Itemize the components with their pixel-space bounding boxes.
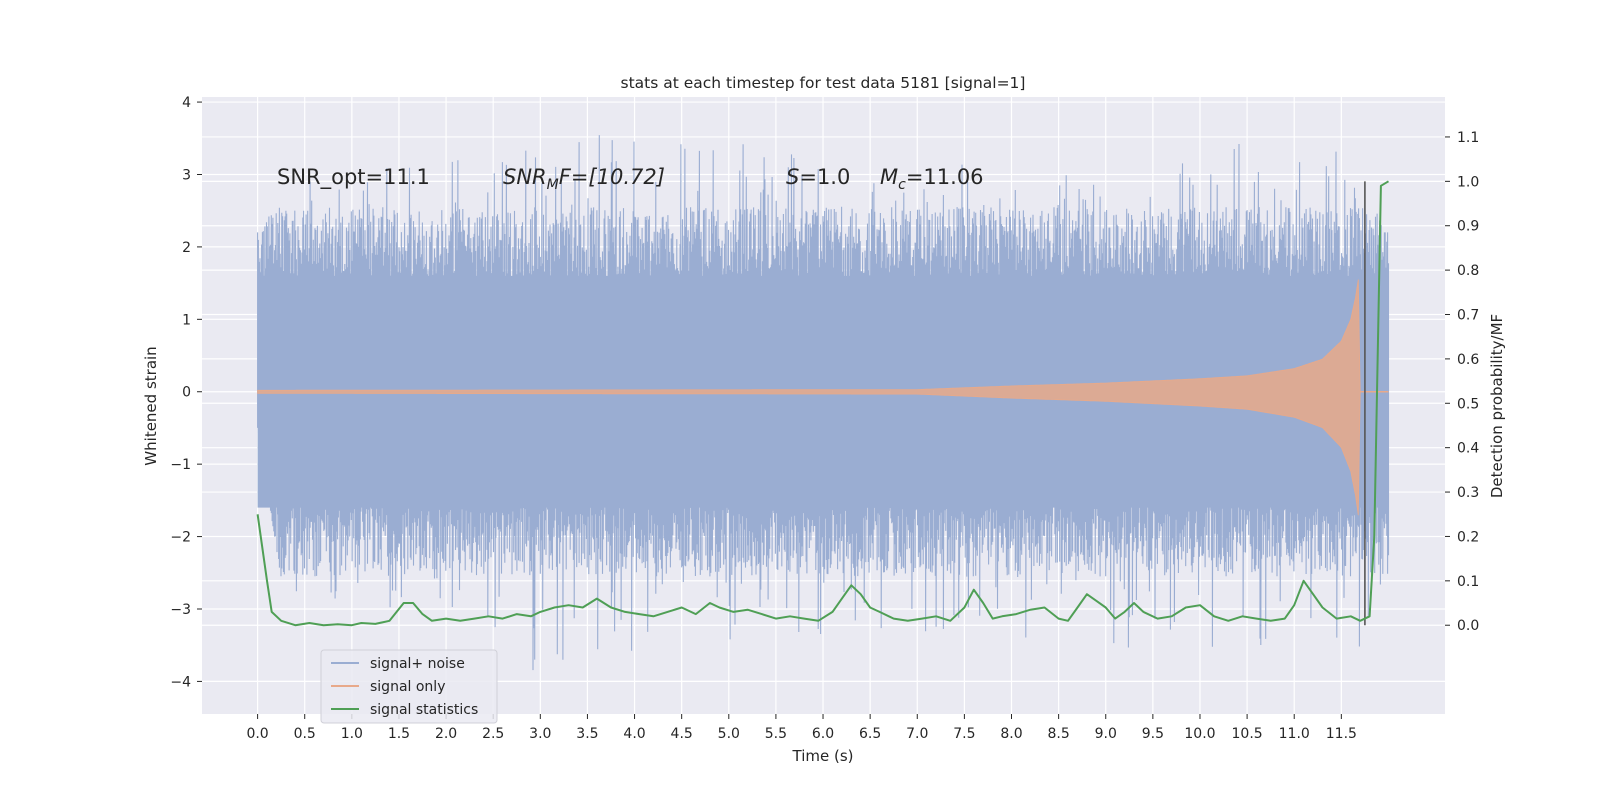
y-tick-label: −1 <box>170 457 191 473</box>
series-signal-only-area <box>257 279 1361 516</box>
x-tick-label: 10.0 <box>1184 726 1215 742</box>
snr-mf-subscript: M <box>547 177 559 193</box>
y-tick-label: 3 <box>182 167 191 183</box>
x-tick-label: 2.5 <box>482 726 504 742</box>
y2-tick-label: 0.7 <box>1457 308 1479 324</box>
x-tick-label: 0.5 <box>294 726 316 742</box>
y-tick-label: 2 <box>182 240 191 256</box>
series-layer <box>256 135 1390 671</box>
ticks: 0.0 0.5 1.0 1.5 2.0 2.5 3.0 3.5 4.0 4.5 5.0 5.5 6.0 6… <box>170 95 1479 742</box>
s-value: =1.0 <box>799 165 850 189</box>
x-tick-label: 8.0 <box>1000 726 1022 742</box>
x-tick-label: 7.0 <box>906 726 928 742</box>
y-tick-label: −4 <box>170 674 191 690</box>
x-tick-label: 3.0 <box>529 726 551 742</box>
x-tick-label: 5.5 <box>765 726 787 742</box>
x-tick-label: 4.5 <box>671 726 693 742</box>
y2-tick-label: 0.5 <box>1457 396 1479 412</box>
y2-tick-label: 0.6 <box>1457 352 1479 368</box>
y2-tick-label: 1.0 <box>1457 174 1479 190</box>
x-tick-label: 2.0 <box>435 726 457 742</box>
s-annotation: S=1.0 <box>786 165 850 189</box>
series-signal-statistics-line <box>256 180 1390 627</box>
y2-tick-label: 0.8 <box>1457 263 1479 279</box>
mc-symbol: M <box>880 165 898 189</box>
x-tick-label: 10.5 <box>1232 726 1263 742</box>
y2-tick-label: 0.3 <box>1457 485 1479 501</box>
x-tick-label: 8.5 <box>1047 726 1069 742</box>
x-tick-label: 11.5 <box>1326 726 1357 742</box>
x-tick-label: 11.0 <box>1279 726 1310 742</box>
y2-axis-label: Detection probability/MF <box>1488 314 1506 498</box>
snr-mf-value: F=[10.72] <box>559 165 665 189</box>
mc-value: =11.06 <box>906 165 984 189</box>
legend-label-signal-statistics: signal statistics <box>370 702 478 718</box>
mc-subscript: c <box>898 177 906 193</box>
mc-annotation: Mc=11.06 <box>880 165 984 193</box>
x-tick-label: 4.0 <box>623 726 645 742</box>
y2-tick-label: 0.1 <box>1457 574 1479 590</box>
legend-box <box>320 649 498 724</box>
y2-tick-label: 0.4 <box>1457 441 1479 457</box>
x-axis-label: Time (s) <box>792 747 854 765</box>
snr-mf-symbol: SNR <box>503 165 547 189</box>
y2-tick-label: 1.1 <box>1457 130 1479 146</box>
legend-label-signal-only: signal only <box>370 679 445 695</box>
y-tick-label: −3 <box>170 602 191 618</box>
chart-title: stats at each timestep for test data 518… <box>621 74 1026 92</box>
x-tick-label: 7.5 <box>953 726 975 742</box>
y-axis-label: Whitened strain <box>142 346 160 465</box>
x-tick-label: 0.0 <box>246 726 268 742</box>
x-tick-label: 9.0 <box>1095 726 1117 742</box>
x-tick-label: 3.5 <box>576 726 598 742</box>
y2-tick-label: 0.0 <box>1457 618 1479 634</box>
x-tick-label: 5.0 <box>718 726 740 742</box>
snr-opt-annotation: SNR_opt=11.1 <box>277 165 430 190</box>
y2-tick-label: 0.9 <box>1457 219 1479 235</box>
legend: signal+ noise signal only signal statist… <box>320 649 498 724</box>
y-tick-label: 0 <box>182 385 191 401</box>
x-tick-label: 1.5 <box>388 726 410 742</box>
y-tick-label: 1 <box>182 312 191 328</box>
x-tick-label: 9.5 <box>1142 726 1164 742</box>
legend-label-signal-noise: signal+ noise <box>370 656 465 672</box>
y-tick-label: −2 <box>170 530 191 546</box>
snr-mf-annotation: SNRMF=[10.72] <box>503 165 665 193</box>
y-tick-label: 4 <box>182 95 191 111</box>
x-tick-label: 1.0 <box>341 726 363 742</box>
y2-tick-label: 0.2 <box>1457 529 1479 545</box>
s-symbol: S <box>786 165 799 189</box>
x-tick-label: 6.0 <box>812 726 834 742</box>
x-tick-label: 6.5 <box>859 726 881 742</box>
